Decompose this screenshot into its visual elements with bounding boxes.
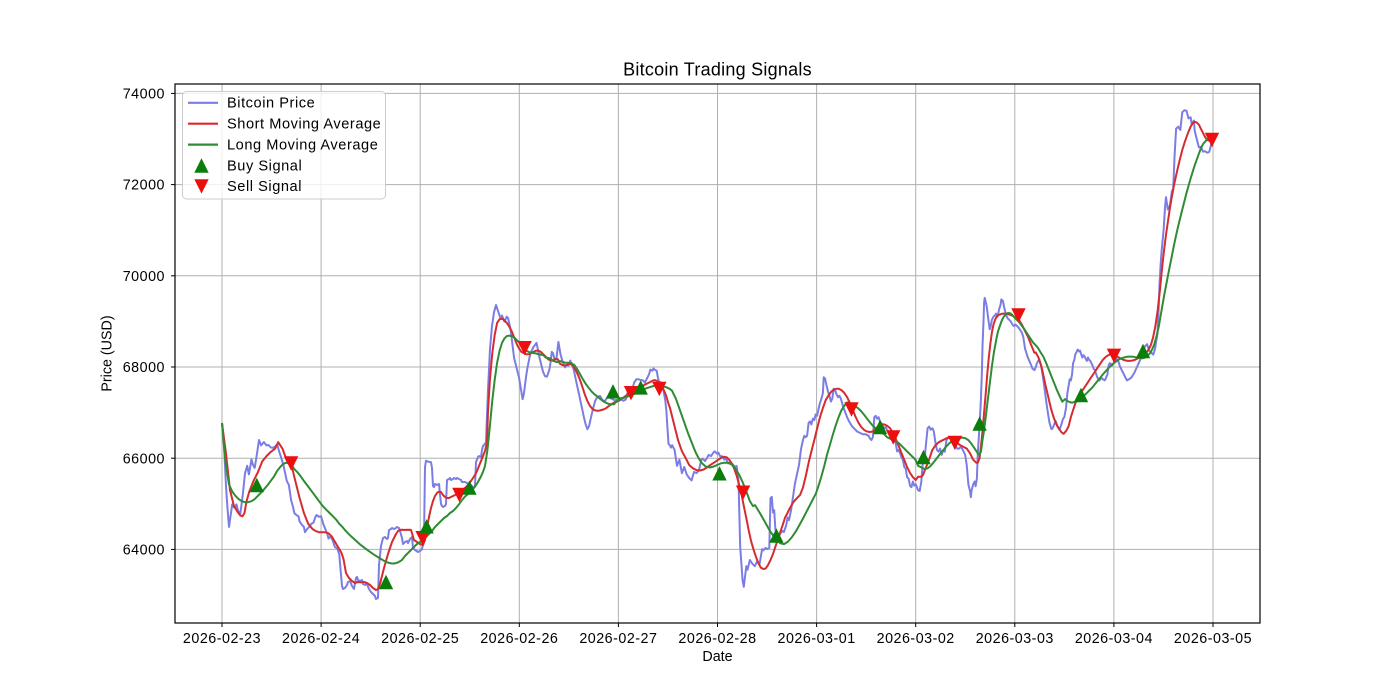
svg-text:2026-03-02: 2026-03-02 [877,631,955,647]
svg-text:64000: 64000 [123,543,165,559]
svg-text:Price (USD): Price (USD) [100,315,116,391]
svg-text:70000: 70000 [123,269,165,285]
svg-text:Buy Signal: Buy Signal [227,158,302,174]
svg-text:2026-02-23: 2026-02-23 [183,631,261,647]
svg-text:68000: 68000 [123,360,165,376]
svg-text:Short Moving Average: Short Moving Average [227,117,381,133]
svg-text:Sell Signal: Sell Signal [227,179,302,195]
svg-text:2026-02-25: 2026-02-25 [381,631,459,647]
svg-text:2026-02-28: 2026-02-28 [678,631,756,647]
svg-text:Date: Date [702,649,732,665]
svg-text:Bitcoin Price: Bitcoin Price [227,96,315,112]
svg-text:2026-03-01: 2026-03-01 [778,631,856,647]
svg-text:72000: 72000 [123,178,165,194]
svg-text:2026-03-03: 2026-03-03 [976,631,1054,647]
svg-text:74000: 74000 [123,87,165,103]
svg-text:2026-03-05: 2026-03-05 [1174,631,1252,647]
svg-text:66000: 66000 [123,451,165,467]
svg-text:2026-03-04: 2026-03-04 [1075,631,1153,647]
svg-text:2026-02-27: 2026-02-27 [579,631,657,647]
svg-text:2026-02-26: 2026-02-26 [480,631,558,647]
svg-text:Long Moving Average: Long Moving Average [227,137,378,153]
svg-text:Bitcoin Trading Signals: Bitcoin Trading Signals [623,60,812,80]
svg-text:2026-02-24: 2026-02-24 [282,631,360,647]
